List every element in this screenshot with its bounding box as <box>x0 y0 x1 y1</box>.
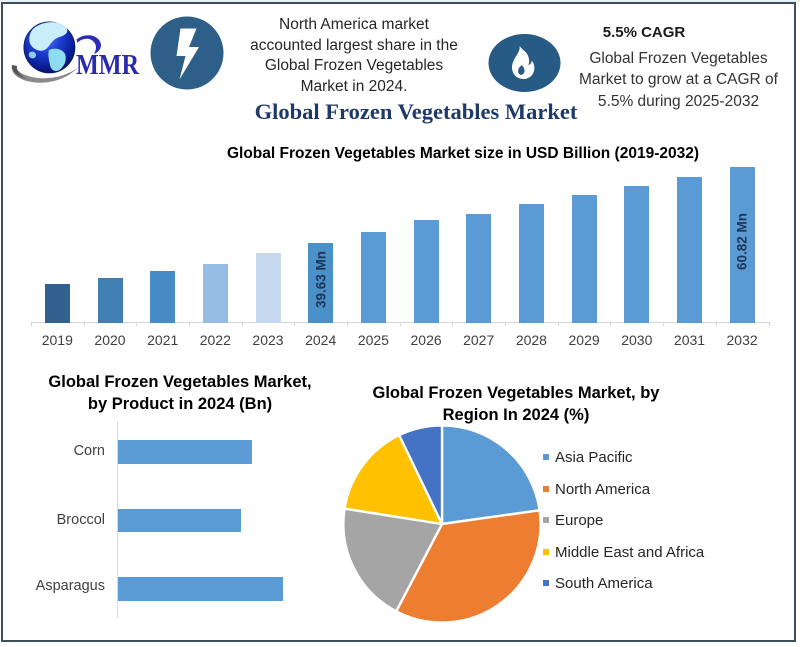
svg-text:MMR: MMR <box>76 49 140 81</box>
